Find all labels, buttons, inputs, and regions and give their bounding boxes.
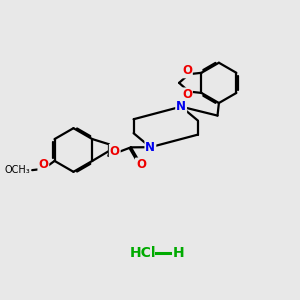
Text: HCl: HCl [130,247,157,260]
Text: O: O [182,64,192,77]
Text: O: O [38,158,48,171]
Text: OCH₃: OCH₃ [4,165,30,175]
Text: H: H [172,247,184,260]
Text: N: N [176,100,186,113]
Text: O: O [182,88,192,101]
Text: N: N [146,141,155,154]
Text: O: O [136,158,146,172]
Text: O: O [110,145,120,158]
